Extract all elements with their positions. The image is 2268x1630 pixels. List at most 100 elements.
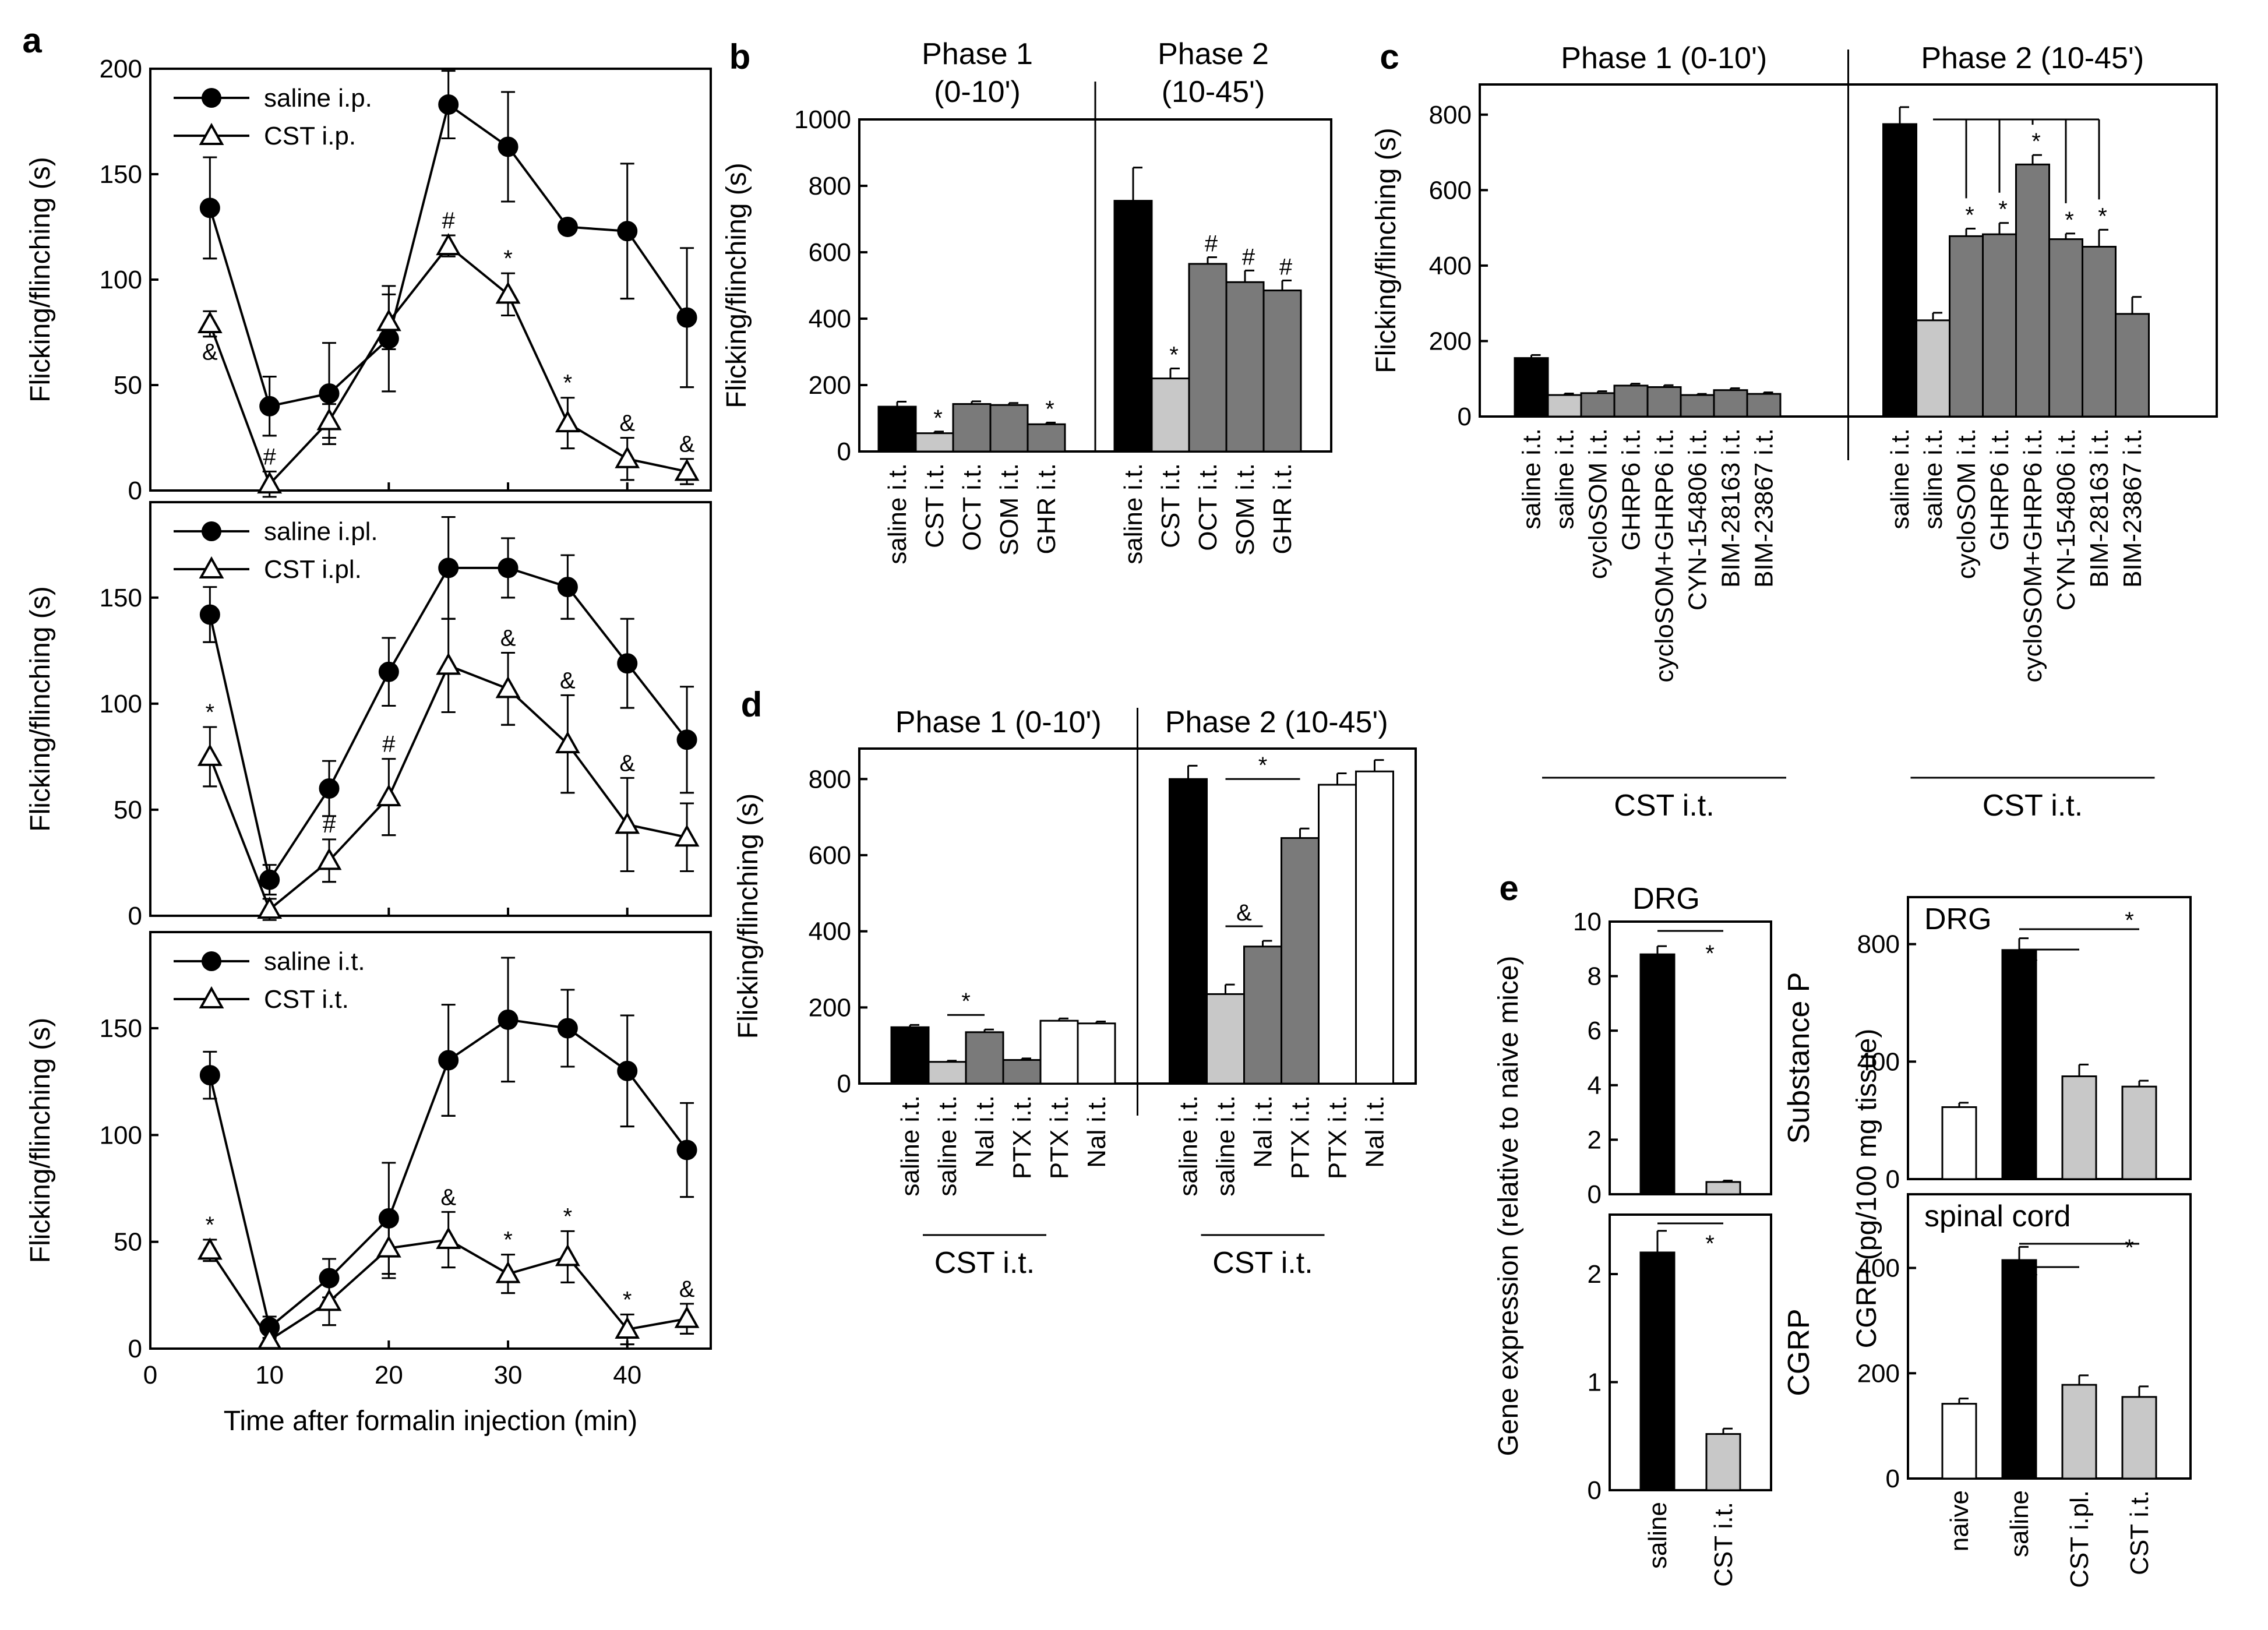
panel-label-e: e (1499, 869, 1518, 908)
significance-mark: * (2098, 203, 2107, 229)
e-y-tick-label: 8 (1588, 962, 1602, 991)
bar (1355, 770, 1394, 1085)
plot-frame (1907, 896, 2192, 1180)
bar-y-tick-label: 200 (809, 993, 851, 1022)
comparison-mark: & (1236, 900, 1252, 926)
bar (927, 1061, 967, 1085)
treatment-bracket-label: CST i.t. (1983, 789, 2083, 823)
significance-mark: # (1242, 244, 1255, 270)
legend-label: saline i.pl. (264, 517, 378, 546)
data-point-circle (259, 869, 280, 890)
a-y-tick-label: 50 (114, 371, 142, 400)
e-y-tick-label: 6 (1588, 1017, 1602, 1045)
category-label: cycloSOM i.t. (1584, 428, 1613, 579)
bar (1916, 319, 1950, 418)
treatment-bracket-label: CST i.t. (934, 1246, 1035, 1280)
a-y-tick-label: 50 (114, 796, 142, 824)
bar (1188, 263, 1228, 453)
data-point-circle (498, 1009, 518, 1030)
panel-label-a: a (22, 21, 42, 60)
significance-mark: * (1965, 202, 1974, 228)
bar (1705, 1181, 1741, 1195)
bar-y-tick-label: 600 (809, 841, 851, 870)
data-point-triangle (495, 281, 521, 304)
significance-mark: & (679, 1276, 695, 1302)
bar-y-tick-label: 0 (837, 1070, 851, 1098)
e-y-tick-label: 400 (1857, 1254, 1900, 1283)
bar (1613, 384, 1649, 418)
category-label: PTX i.t. (1008, 1095, 1036, 1179)
bar-y-tick-label: 800 (1429, 101, 1472, 129)
a-y-tick-label: 150 (100, 1014, 142, 1043)
bar (2121, 1396, 2157, 1480)
data-point-triangle (495, 1261, 521, 1283)
subplot-title: DRG (1632, 882, 1700, 916)
x-tick-label: 40 (613, 1361, 641, 1389)
data-point-circle (498, 558, 518, 578)
x-axis-label: Time after formalin injection (min) (224, 1406, 637, 1437)
category-label: GHRP6 i.t. (1985, 428, 2014, 551)
side-label: Substance P (1782, 972, 1816, 1144)
plot-frame (1609, 1213, 1772, 1491)
significance-mark: & (619, 750, 635, 776)
bar (1151, 377, 1190, 453)
a-y-tick-label: 0 (128, 1335, 142, 1363)
category-label: saline i.t. (1919, 428, 1948, 530)
a-y-tick-label: 0 (128, 902, 142, 930)
comparison-mark: * (2125, 908, 2134, 933)
bar (1713, 389, 1748, 418)
data-point-triangle (555, 731, 580, 754)
category-label: saline i.t. (883, 463, 912, 564)
data-point-triangle (615, 812, 640, 834)
e-y-tick-label: 1 (1588, 1368, 1602, 1397)
data-point-triangle (257, 1327, 283, 1350)
category-label: BIM-23867 i.t. (2118, 428, 2147, 588)
bar (890, 1026, 930, 1085)
category-label: Nal i.t. (971, 1095, 999, 1168)
category-label: SOM i.t. (995, 463, 1024, 556)
significance-mark: & (440, 1184, 456, 1210)
category-label: saline i.t. (933, 1095, 962, 1197)
category-label: PTX i.t. (1324, 1095, 1352, 1179)
significance-mark: * (206, 700, 215, 725)
subplot-title: spinal cord (1924, 1199, 2071, 1233)
bar (2015, 163, 2050, 418)
significance-mark: * (933, 405, 943, 431)
y-axis-label: Gene expression (relative to naive mice) (1493, 955, 1524, 1456)
data-point-circle (557, 577, 578, 598)
bar-y-tick-label: 400 (1429, 252, 1472, 280)
data-point-circle (319, 778, 340, 799)
comparison-mark: * (2029, 952, 2038, 978)
panel-label-b: b (729, 37, 751, 76)
x-tick-label: 20 (375, 1361, 403, 1389)
bar (2001, 949, 2037, 1180)
y-axis-label: Flicking/flinching (s) (25, 586, 56, 831)
category-label: cycloSOM+GHRP6 i.t. (2019, 428, 2047, 682)
bar-y-tick-label: 200 (809, 371, 851, 400)
significance-mark: * (503, 246, 513, 271)
data-point-triangle (495, 676, 521, 698)
data-point-circle (378, 661, 399, 682)
legend-label: CST i.pl. (264, 555, 362, 584)
category-label: OCT i.t. (1194, 463, 1222, 551)
data-point-triangle (376, 1235, 401, 1258)
significance-mark: & (619, 411, 635, 436)
category-label: saline i.t. (1174, 1095, 1203, 1197)
bar (1705, 1433, 1741, 1491)
category-label: saline i.t. (1886, 428, 1914, 530)
phase-title: Phase 2 (10-45') (1165, 705, 1388, 739)
significance-mark: * (1998, 197, 2008, 223)
a-y-tick-label: 150 (100, 160, 142, 189)
category-label: Nal i.t. (1082, 1095, 1111, 1168)
bar (1039, 1019, 1079, 1085)
category-label: cycloSOM i.t. (1952, 428, 1981, 579)
data-point-triangle (674, 1306, 700, 1328)
a-y-tick-label: 150 (100, 584, 142, 612)
bar (1077, 1022, 1116, 1085)
bar (1646, 386, 1682, 418)
data-point-circle (438, 558, 459, 578)
bar (1941, 1403, 1977, 1480)
e-y-tick-label: 200 (1857, 1359, 1900, 1388)
category-label: OCT i.t. (958, 463, 986, 551)
